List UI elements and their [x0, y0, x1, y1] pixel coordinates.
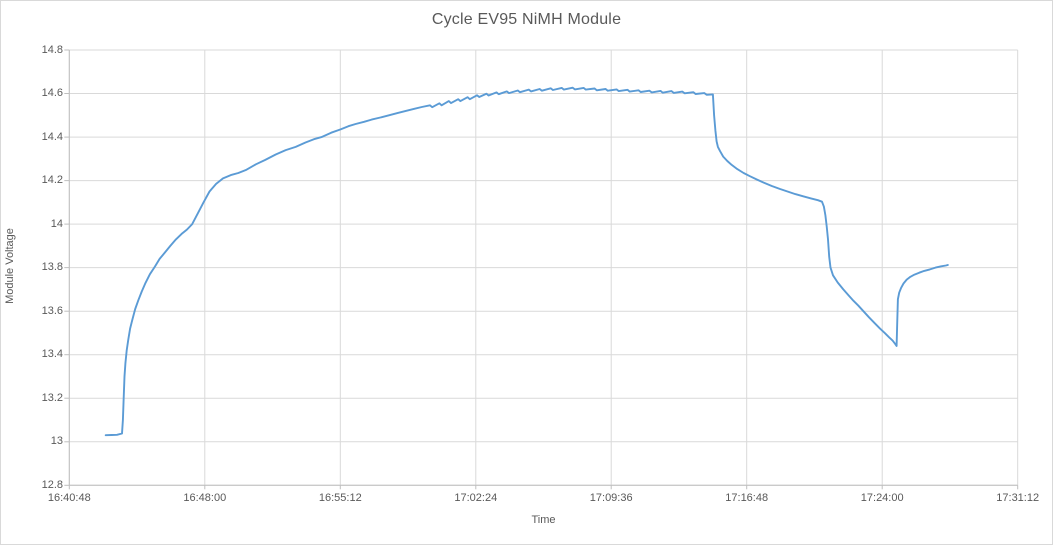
y-tick-label: 14.8 — [41, 43, 63, 56]
y-tick-label: 13.8 — [41, 261, 63, 274]
y-tick-label: 13.2 — [41, 391, 63, 404]
y-tick-label: 13 — [50, 435, 63, 448]
y-tick-label: 13.4 — [41, 348, 63, 361]
chart-title: Cycle EV95 NiMH Module — [431, 11, 622, 28]
x-tick-label: 16:55:12 — [318, 492, 362, 504]
y-tick-label: 14 — [50, 217, 63, 230]
x-axis-title: Time — [531, 514, 556, 526]
y-tick-label: 12.8 — [41, 478, 63, 491]
x-tick-label: 16:40:48 — [47, 492, 91, 504]
axis-lines — [64, 49, 1019, 490]
voltage-series-line — [104, 86, 949, 437]
x-tick-label: 17:24:00 — [860, 492, 904, 504]
x-tick-label: 17:02:24 — [454, 492, 498, 504]
x-tick-label: 17:09:36 — [589, 492, 633, 504]
x-tick-label: 17:16:48 — [725, 492, 769, 504]
y-tick-label: 14.4 — [41, 130, 63, 143]
y-tick-label: 14.2 — [41, 174, 63, 187]
y-tick-label: 14.6 — [41, 87, 63, 99]
x-tick-label: 17:31:12 — [996, 492, 1040, 504]
y-tick-label: 13.6 — [41, 304, 63, 317]
x-tick-label: 16:48:00 — [183, 492, 227, 504]
gridlines — [68, 49, 1019, 486]
